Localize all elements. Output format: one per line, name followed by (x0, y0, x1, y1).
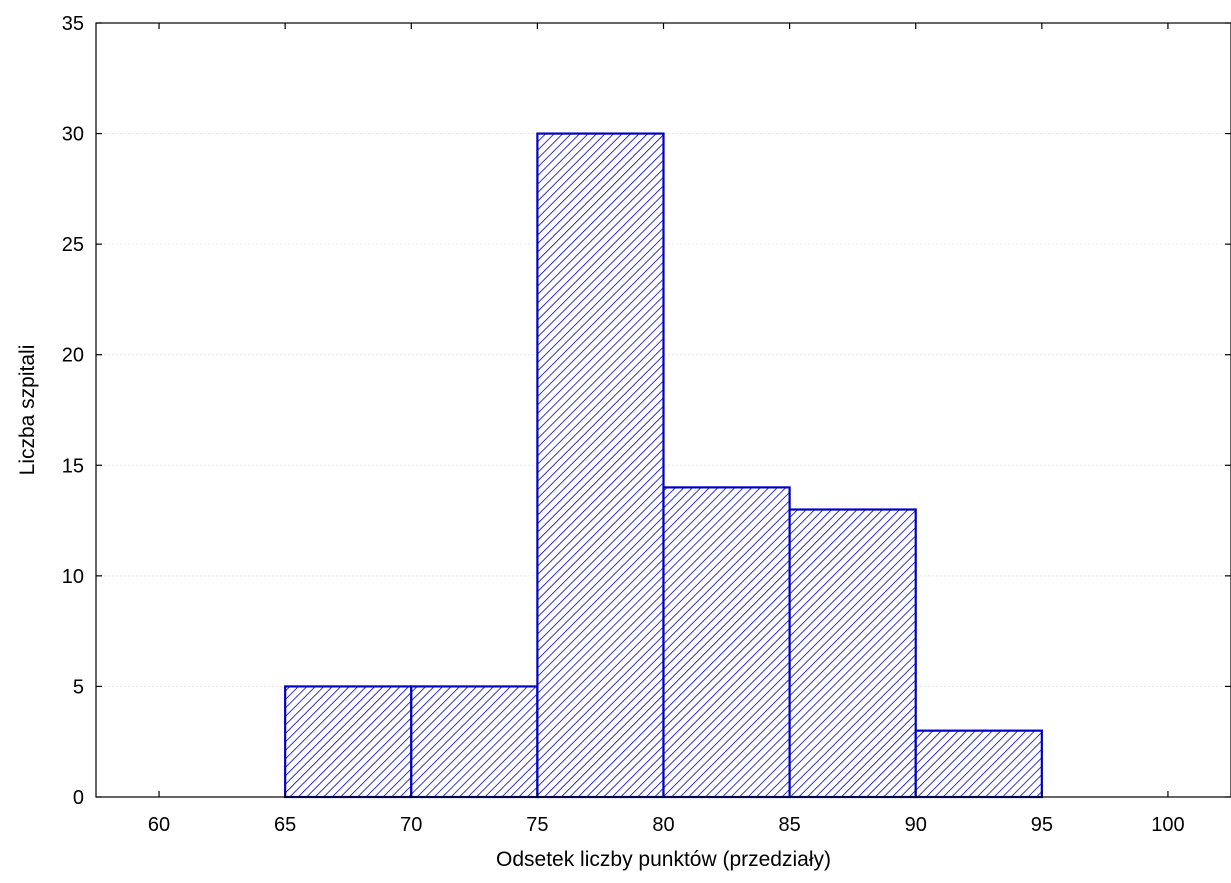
histogram-bar (284, 685, 413, 799)
x-tick-label: 95 (1031, 814, 1053, 836)
x-tick-label: 90 (905, 814, 927, 836)
x-axis-title: Odsetek liczby punktów (przedziały) (496, 848, 831, 871)
histogram-bar (788, 508, 917, 799)
grid-lines (96, 133, 1231, 687)
bars (284, 132, 1043, 799)
y-tick-label: 15 (62, 455, 84, 477)
y-tick-label: 10 (62, 566, 84, 588)
x-tick-label: 65 (274, 814, 296, 836)
x-tick-label: 60 (148, 814, 170, 836)
histogram-bar (536, 132, 665, 799)
x-tick-label: 70 (400, 814, 422, 836)
x-tick-label: 85 (778, 814, 800, 836)
histogram-bar (914, 729, 1043, 799)
y-tick-label: 20 (62, 345, 84, 367)
histogram-bar (662, 486, 791, 799)
y-axis-title: Liczba szpitali (16, 345, 39, 476)
x-tick-label: 75 (526, 814, 548, 836)
axis-ticks: 0 5 10 15 20 25 30 35 60 65 70 75 80 85 90 95 100 (62, 13, 1231, 836)
histogram-bar (410, 685, 539, 799)
x-tick-label: 100 (1151, 814, 1184, 836)
y-tick-label: 25 (62, 234, 84, 256)
y-tick-label: 30 (62, 124, 84, 146)
y-tick-label: 0 (73, 787, 84, 809)
x-tick-label: 80 (652, 814, 674, 836)
y-tick-label: 35 (62, 13, 84, 35)
y-tick-label: 5 (73, 676, 84, 698)
